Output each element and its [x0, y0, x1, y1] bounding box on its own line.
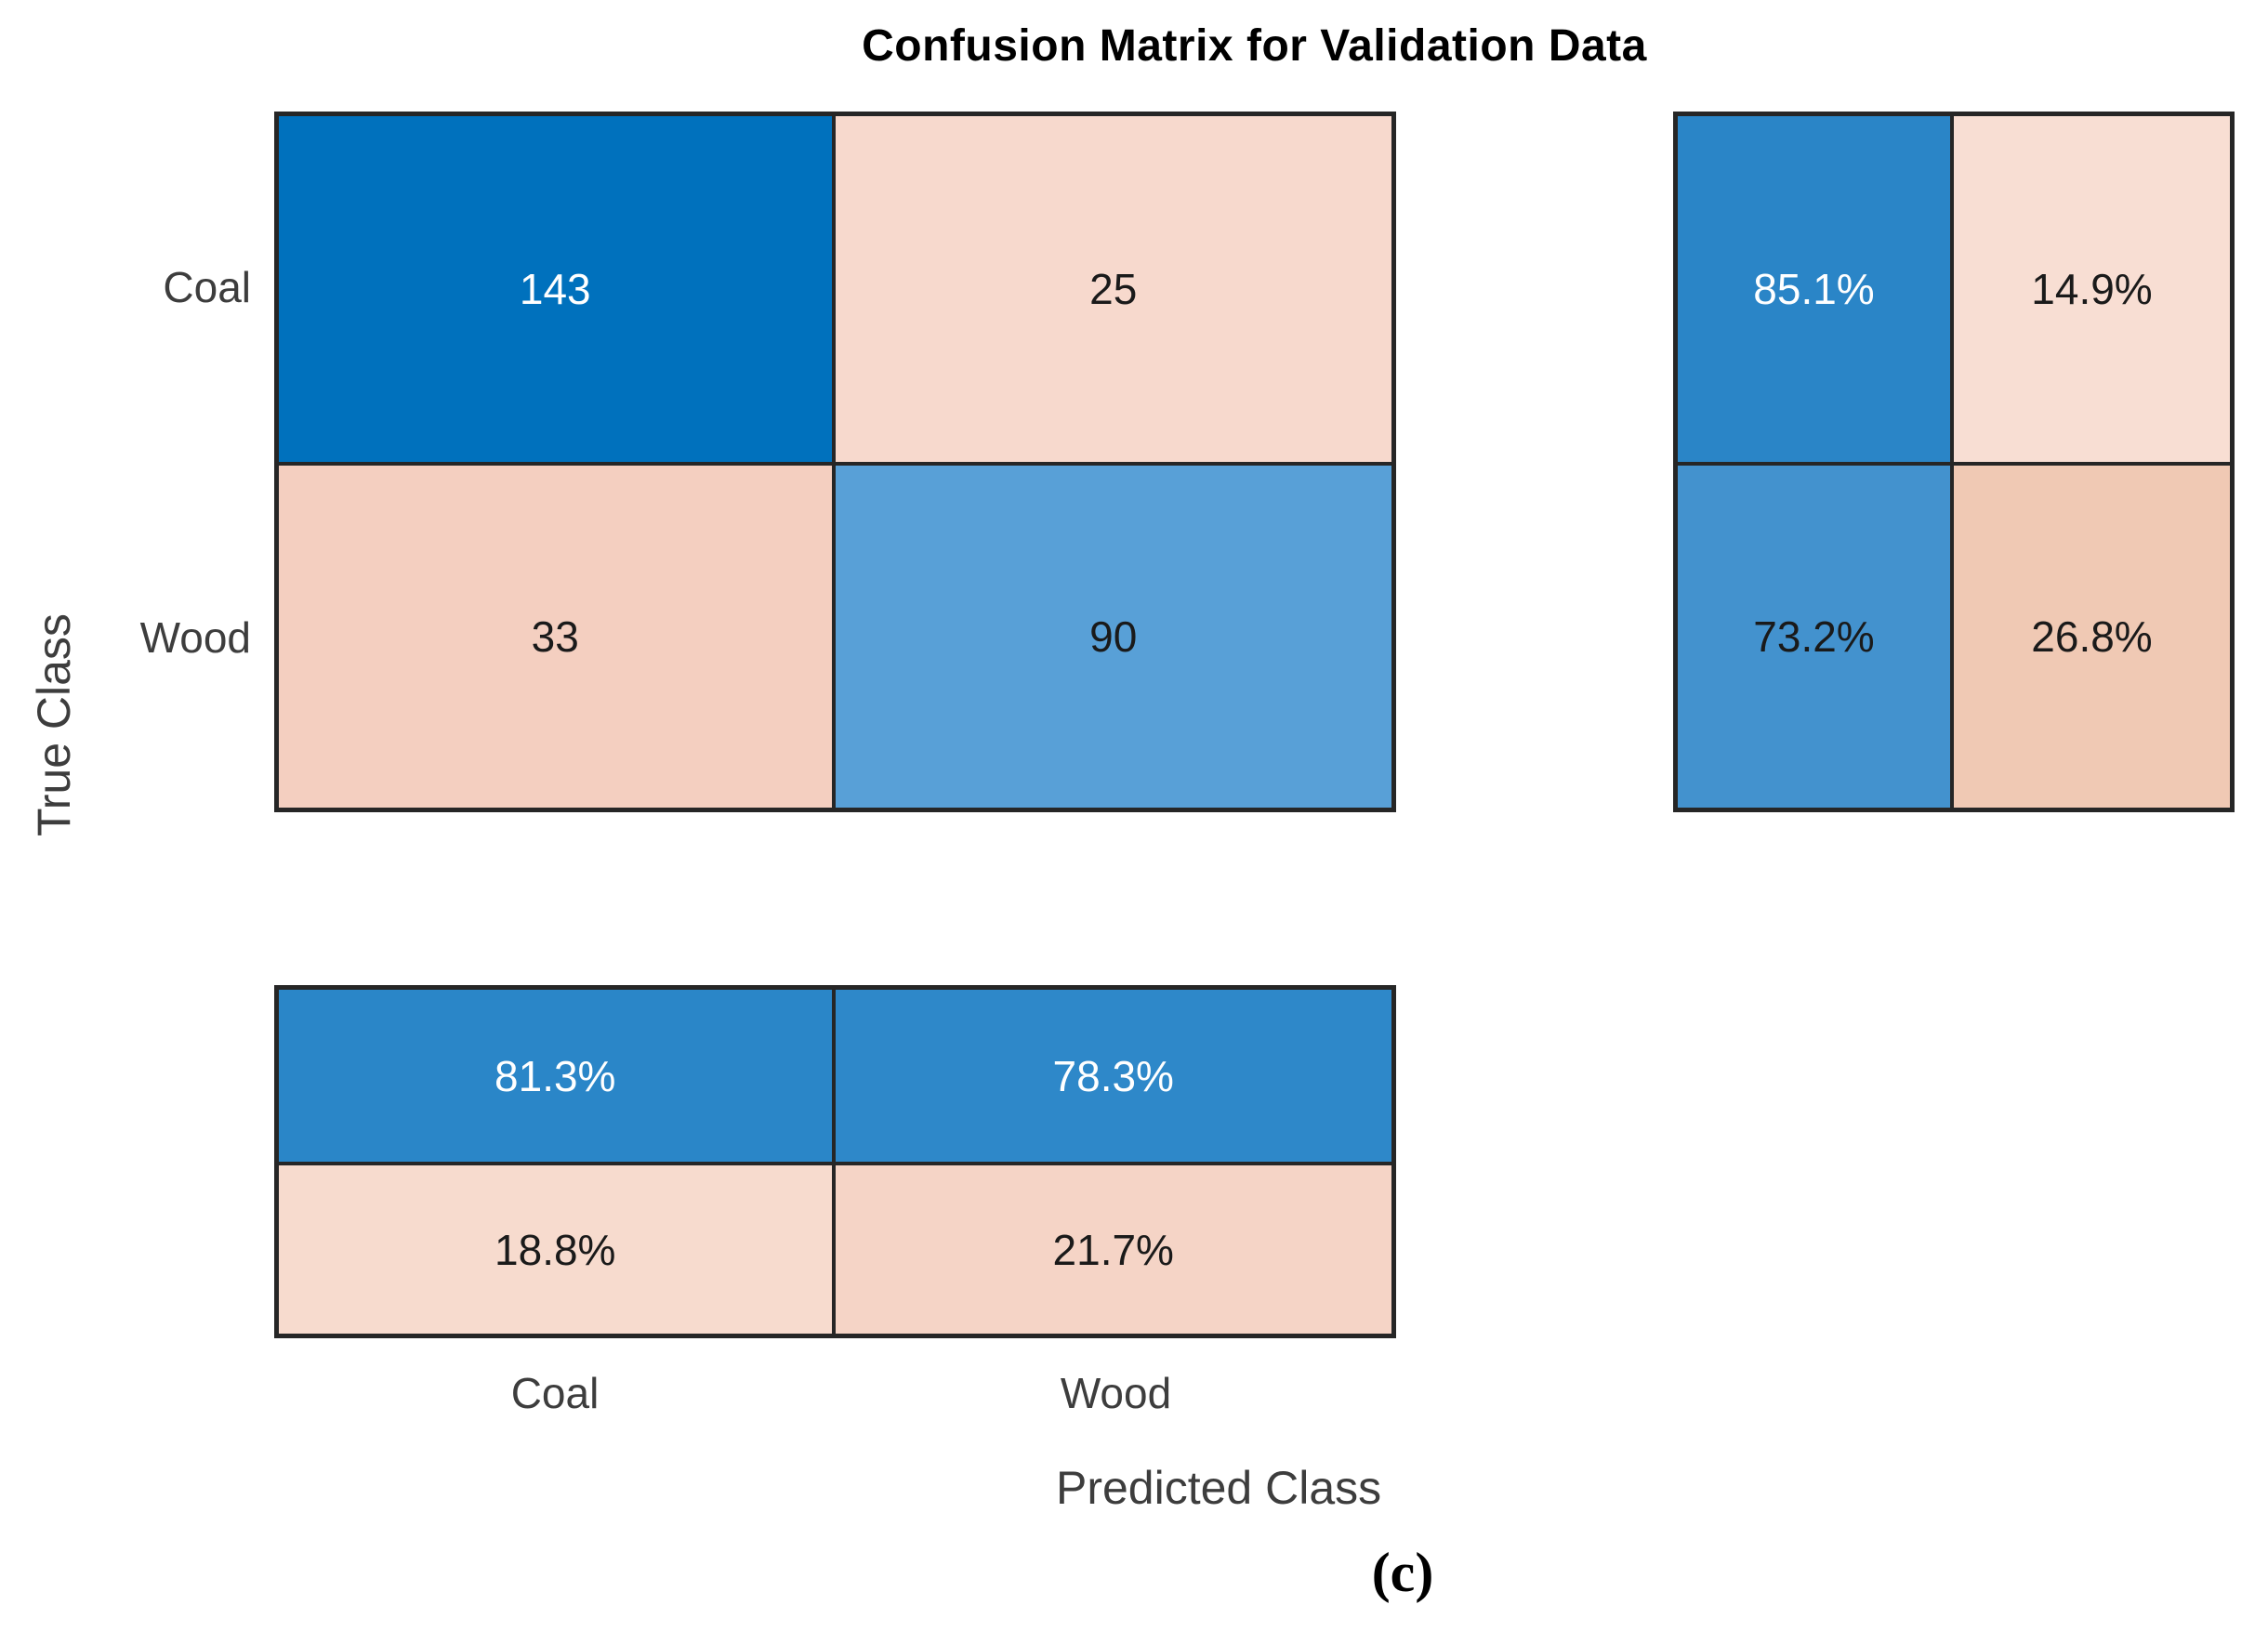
ytick-coal: Coal — [163, 263, 251, 311]
cell-true-coal-pred-coal: 143 — [279, 116, 836, 462]
row-summary-coal-incorrect-pct: 14.9% — [1954, 116, 2230, 462]
col-summary-coal-correct-pct: 81.3% — [279, 990, 836, 1162]
cell-true-wood-pred-coal: 33 — [279, 462, 836, 808]
row-summary-wood-incorrect-pct: 26.8% — [1954, 462, 2230, 808]
col-summary-wood-correct-pct: 78.3% — [835, 990, 1391, 1162]
xtick-coal: Coal — [510, 1369, 600, 1417]
row-summary-coal-correct-pct: 85.1% — [1678, 116, 1954, 462]
col-summary-wood-incorrect-pct: 21.7% — [835, 1162, 1391, 1334]
figure-caption: (c) — [1371, 1542, 1434, 1603]
cell-true-wood-pred-wood: 90 — [835, 462, 1391, 808]
chart-title: Confusion Matrix for Validation Data — [862, 21, 1647, 71]
x-axis-label: Predicted Class — [1056, 1462, 1382, 1514]
column-summary-matrix: 81.3% 78.3% 18.8% 21.7% — [274, 985, 1396, 1338]
col-summary-coal-incorrect-pct: 18.8% — [279, 1162, 836, 1334]
row-summary-matrix: 85.1% 14.9% 73.2% 26.8% — [1673, 112, 2235, 812]
cell-true-coal-pred-wood: 25 — [835, 116, 1391, 462]
main-count-matrix: 143 25 33 90 — [274, 112, 1396, 812]
ytick-wood: Wood — [139, 613, 251, 662]
xtick-wood: Wood — [1060, 1369, 1172, 1417]
row-summary-wood-correct-pct: 73.2% — [1678, 462, 1954, 808]
